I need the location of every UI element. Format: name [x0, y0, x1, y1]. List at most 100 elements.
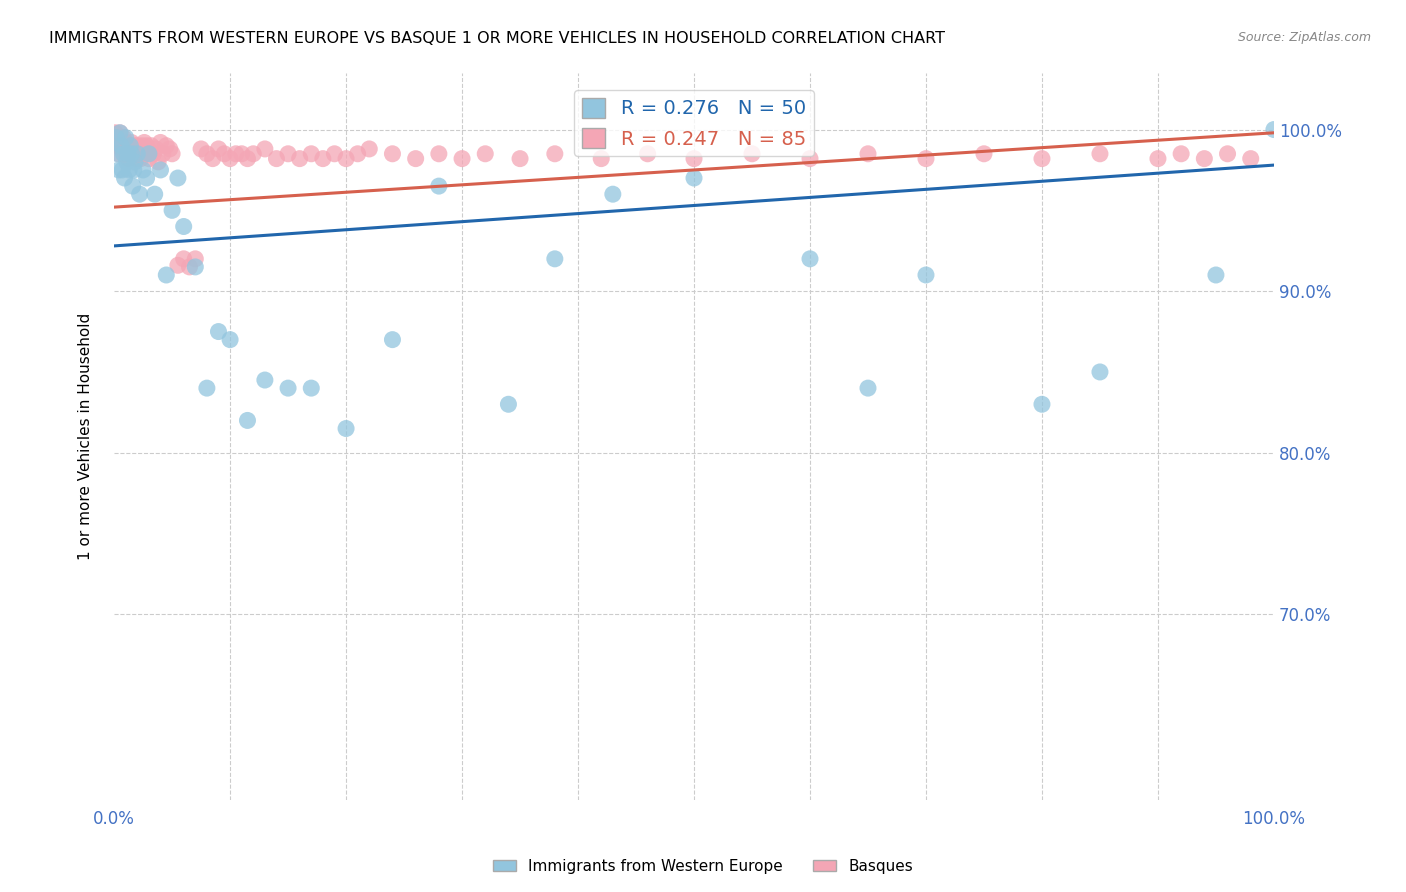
Point [799, 252, 821, 266]
Point [107, 138, 129, 153]
Point [799, 152, 821, 166]
Point [122, 163, 145, 178]
Point [509, 152, 531, 166]
Point [602, 187, 624, 202]
Text: IMMIGRANTS FROM WESTERN EUROPE VS BASQUE 1 OR MORE VEHICLES IN HOUSEHOLD CORRELA: IMMIGRANTS FROM WESTERN EUROPE VS BASQUE… [49, 31, 945, 46]
Point [131, 138, 153, 153]
Point [236, 413, 259, 427]
Point [118, 138, 141, 153]
Point [346, 146, 368, 161]
Point [155, 138, 177, 153]
Point [114, 171, 136, 186]
Point [915, 152, 938, 166]
Text: Source: ZipAtlas.com: Source: ZipAtlas.com [1237, 31, 1371, 45]
Point [115, 154, 138, 169]
Point [1263, 122, 1285, 136]
Point [132, 163, 155, 178]
Point [114, 136, 136, 150]
Point [474, 146, 496, 161]
Point [299, 381, 322, 395]
Point [856, 381, 879, 395]
Point [134, 146, 156, 161]
Point [207, 142, 229, 156]
Point [121, 146, 143, 161]
Point [152, 146, 174, 161]
Point [145, 142, 167, 156]
Point [381, 146, 404, 161]
Point [195, 381, 218, 395]
Point [120, 138, 142, 153]
Point [856, 146, 879, 161]
Point [121, 179, 143, 194]
Point [173, 252, 195, 266]
Point [683, 152, 706, 166]
Point [266, 152, 288, 166]
Point [149, 136, 172, 150]
Point [118, 163, 141, 178]
Point [108, 126, 131, 140]
Point [915, 268, 938, 282]
Point [219, 333, 242, 347]
Point [173, 219, 195, 234]
Point [214, 146, 236, 161]
Point [405, 152, 427, 166]
Point [498, 397, 520, 411]
Point [1170, 146, 1192, 161]
Point [159, 142, 181, 156]
Point [108, 126, 131, 140]
Point [122, 138, 145, 153]
Point [138, 146, 160, 161]
Point [135, 138, 157, 153]
Point [115, 142, 138, 156]
Point [323, 146, 346, 161]
Point [111, 142, 134, 156]
Point [683, 171, 706, 186]
Point [195, 146, 218, 161]
Point [107, 163, 129, 178]
Point [335, 152, 357, 166]
Point [138, 152, 160, 166]
Point [451, 152, 474, 166]
Point [149, 163, 172, 178]
Point [128, 187, 150, 202]
Point [127, 146, 149, 161]
Point [160, 203, 183, 218]
Point [110, 138, 132, 153]
Point [127, 138, 149, 153]
Point [128, 142, 150, 156]
Legend: R = 0.276   N = 50, R = 0.247   N = 85: R = 0.276 N = 50, R = 0.247 N = 85 [574, 90, 814, 156]
Point [167, 171, 190, 186]
Point [120, 145, 142, 160]
Point [129, 152, 152, 166]
Point [136, 142, 159, 156]
Point [134, 136, 156, 150]
Point [117, 146, 139, 161]
Point [114, 146, 136, 161]
Point [1205, 268, 1227, 282]
Point [253, 142, 276, 156]
Point [1031, 152, 1053, 166]
Point [125, 152, 148, 166]
Point [1088, 146, 1111, 161]
Legend: Immigrants from Western Europe, Basques: Immigrants from Western Europe, Basques [486, 853, 920, 880]
Point [167, 258, 190, 272]
Point [143, 187, 166, 202]
Point [190, 142, 212, 156]
Point [231, 146, 253, 161]
Y-axis label: 1 or more Vehicles in Household: 1 or more Vehicles in Household [79, 313, 93, 560]
Point [1240, 152, 1263, 166]
Point [114, 130, 136, 145]
Point [1147, 152, 1170, 166]
Point [253, 373, 276, 387]
Point [135, 171, 157, 186]
Point [179, 260, 201, 274]
Point [110, 136, 132, 150]
Point [591, 152, 613, 166]
Point [117, 152, 139, 166]
Point [201, 152, 224, 166]
Point [359, 142, 381, 156]
Point [148, 154, 170, 169]
Point [741, 146, 763, 161]
Point [107, 146, 129, 161]
Point [160, 146, 183, 161]
